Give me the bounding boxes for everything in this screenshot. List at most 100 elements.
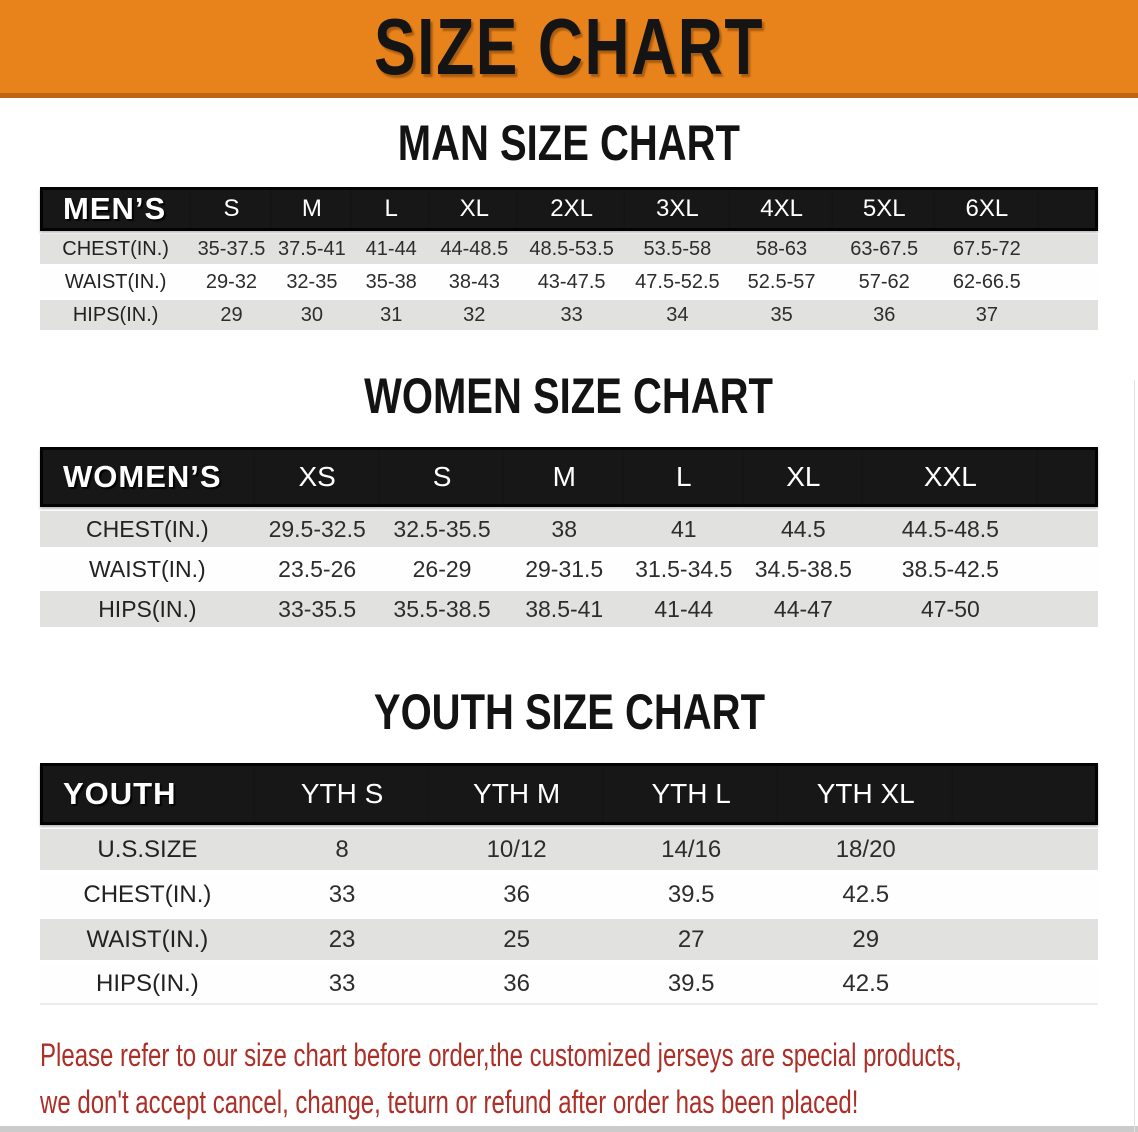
- row-spacer: [1038, 267, 1098, 297]
- measurement-value: 29-31.5: [504, 551, 624, 587]
- measurement-row-label: WAIST(IN.): [40, 267, 192, 297]
- measurement-value: 23: [254, 919, 430, 960]
- measurement-row: WAIST(IN.) 29-32 32-35 35-38 38-43 43-47.5 47.…: [40, 267, 1098, 297]
- measurement-value: 47-50: [863, 591, 1038, 627]
- measurement-row-label: CHEST(IN.): [40, 874, 255, 915]
- size-column-header: YTH XL: [778, 763, 954, 825]
- measurement-row: HIPS(IN.) 33-35.5 35.5-38.5 38.5-41 41-44 44-…: [40, 591, 1098, 627]
- women-section-heading-text: WOMEN SIZE CHART: [364, 368, 774, 424]
- table-corner-label: WOMEN’S: [40, 447, 255, 507]
- measurement-value: 62-66.5: [935, 267, 1039, 297]
- measurement-value: 47.5-52.5: [625, 267, 730, 297]
- measurement-value: 35-37.5: [191, 234, 272, 264]
- men-section-heading-text: MAN SIZE CHART: [397, 115, 741, 171]
- size-column-header: L: [352, 187, 431, 231]
- size-column-header: M: [271, 187, 353, 231]
- size-header-row: YOUTH YTH S YTH M YTH L YTH XL: [40, 763, 1098, 825]
- measurement-value: 34.5-38.5: [743, 551, 864, 587]
- measurement-value: 36: [429, 874, 604, 915]
- measurement-value: 25: [429, 919, 604, 960]
- measurement-row: WAIST(IN.) 23 25 27 29: [40, 919, 1098, 960]
- measurement-row-label: WAIST(IN.): [40, 551, 255, 587]
- size-column-header: YTH M: [429, 763, 604, 825]
- row-spacer: [953, 829, 1098, 870]
- banner: SIZE CHART: [0, 0, 1138, 98]
- measurement-row-label: WAIST(IN.): [40, 919, 255, 960]
- size-column-header: 6XL: [935, 187, 1039, 231]
- header-spacer: [1038, 187, 1098, 231]
- row-spacer: [1038, 234, 1098, 264]
- measurement-value: 23.5-26: [254, 551, 380, 587]
- size-column-header: YTH S: [254, 763, 430, 825]
- measurement-value: 33: [254, 874, 430, 915]
- women-size-table-wrap: WOMEN’S XS S M L XL XXL CHEST(IN.) 29.5-32.5 32.5…: [40, 443, 1098, 631]
- men-section-heading: MAN SIZE CHART: [0, 118, 1138, 168]
- row-spacer: [1037, 551, 1098, 587]
- row-spacer: [1037, 511, 1098, 547]
- measurement-value: 43-47.5: [518, 267, 626, 297]
- size-column-header: XL: [743, 447, 864, 507]
- size-column-header: S: [191, 187, 272, 231]
- measurement-value: 38.5-41: [504, 591, 624, 627]
- measurement-row: HIPS(IN.) 33 36 39.5 42.5: [40, 964, 1098, 1005]
- measurement-row-label: U.S.SIZE: [40, 829, 255, 870]
- measurement-value: 38-43: [430, 267, 519, 297]
- women-size-table: WOMEN’S XS S M L XL XXL CHEST(IN.) 29.5-32.5 32.5…: [40, 443, 1098, 631]
- size-column-header: 3XL: [625, 187, 730, 231]
- measurement-row-label: CHEST(IN.): [40, 234, 192, 264]
- measurement-row-label: HIPS(IN.): [40, 591, 255, 627]
- measurement-value: 18/20: [778, 829, 954, 870]
- header-spacer: [953, 763, 1098, 825]
- measurement-row: U.S.SIZE 8 10/12 14/16 18/20: [40, 829, 1098, 870]
- measurement-value: 44-47: [743, 591, 864, 627]
- measurement-value: 35.5-38.5: [379, 591, 505, 627]
- measurement-value: 27: [603, 919, 779, 960]
- measurement-value: 37: [935, 300, 1039, 330]
- measurement-value: 41-44: [624, 591, 744, 627]
- measurement-row: WAIST(IN.) 23.5-26 26-29 29-31.5 31.5-34.5 34…: [40, 551, 1098, 587]
- measurement-row-label: HIPS(IN.): [40, 300, 192, 330]
- measurement-value: 44.5-48.5: [863, 511, 1038, 547]
- measurement-value: 44-48.5: [430, 234, 519, 264]
- size-column-header: L: [624, 447, 744, 507]
- youth-section-heading-text: YOUTH SIZE CHART: [373, 684, 765, 740]
- measurement-value: 39.5: [603, 874, 779, 915]
- disclaimer-line-2-text: we don't accept cancel, change, teturn o…: [40, 1084, 859, 1120]
- measurement-value: 29.5-32.5: [254, 511, 380, 547]
- measurement-value: 14/16: [603, 829, 779, 870]
- size-column-header: XS: [254, 447, 380, 507]
- measurement-value: 10/12: [429, 829, 604, 870]
- table-corner-label: MEN’S: [40, 187, 192, 231]
- measurement-row-label: HIPS(IN.): [40, 964, 255, 1005]
- measurement-value: 37.5-41: [271, 234, 353, 264]
- disclaimer: Please refer to our size chart before or…: [40, 1035, 1138, 1129]
- measurement-value: 35: [729, 300, 834, 330]
- table-corner-label: YOUTH: [40, 763, 255, 825]
- measurement-row-label: CHEST(IN.): [40, 511, 255, 547]
- row-spacer: [953, 874, 1098, 915]
- measurement-value: 63-67.5: [833, 234, 935, 264]
- measurement-value: 57-62: [833, 267, 935, 297]
- bottom-edge-strip: [0, 1126, 1138, 1132]
- measurement-value: 29: [191, 300, 272, 330]
- measurement-value: 42.5: [778, 964, 954, 1005]
- measurement-value: 33-35.5: [254, 591, 380, 627]
- measurement-value: 39.5: [603, 964, 779, 1005]
- measurement-value: 53.5-58: [625, 234, 730, 264]
- men-size-table: MEN’S S M L XL 2XL 3XL 4XL 5XL 6XL CHEST(IN.) 35-37…: [40, 184, 1098, 333]
- measurement-row: HIPS(IN.) 29 30 31 32 33 34 35 36 37: [40, 300, 1098, 330]
- row-spacer: [953, 919, 1098, 960]
- measurement-value: 41-44: [352, 234, 431, 264]
- women-section-heading: WOMEN SIZE CHART: [0, 371, 1138, 421]
- row-spacer: [1037, 591, 1098, 627]
- measurement-value: 38.5-42.5: [863, 551, 1038, 587]
- disclaimer-line-2: we don't accept cancel, change, teturn o…: [40, 1082, 1138, 1129]
- measurement-value: 31.5-34.5: [624, 551, 744, 587]
- measurement-value: 44.5: [743, 511, 864, 547]
- measurement-row: CHEST(IN.) 33 36 39.5 42.5: [40, 874, 1098, 915]
- banner-title: SIZE CHART: [374, 1, 764, 91]
- size-column-header: 4XL: [729, 187, 834, 231]
- size-header-row: MEN’S S M L XL 2XL 3XL 4XL 5XL 6XL: [40, 187, 1098, 231]
- measurement-value: 58-63: [729, 234, 834, 264]
- right-edge-line: [1134, 380, 1135, 1132]
